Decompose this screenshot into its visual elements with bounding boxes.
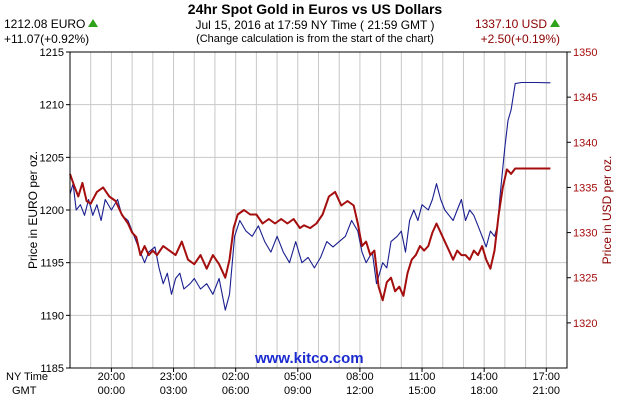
x-tick-label-gmt: 21:00 — [533, 385, 561, 397]
kitco-watermark[interactable]: www.kitco.com — [255, 350, 364, 367]
y-tick-label-usd: 1340 — [573, 137, 597, 149]
ny-time-label: NY Time — [6, 371, 48, 383]
y-tick-label-euro: 1200 — [40, 205, 64, 217]
euro-price-value: 1212.08 EURO — [4, 17, 86, 31]
x-tick-label-gmt: 00:00 — [98, 385, 126, 397]
tick-labels: 1185 1190 1195 1200 1205 1210 1215 1320 1325 1330… — [40, 47, 598, 397]
x-tick-label-gmt: 18:00 — [470, 385, 498, 397]
y-tick-label-usd: 1325 — [573, 273, 597, 285]
y-tick-label-usd: 1345 — [573, 92, 597, 104]
chart-timestamp: Jul 15, 2016 at 17:59 NY Time ( 21:59 GM… — [195, 18, 435, 32]
x-tick-label-ny: 17:00 — [533, 371, 561, 383]
x-tick-label-ny: 05:00 — [284, 371, 312, 383]
x-tick-label-ny: 20:00 — [98, 371, 126, 383]
up-arrow-icon — [88, 19, 99, 27]
x-tick-label-ny: 14:00 — [470, 371, 498, 383]
usd-change: +2.50(+0.19%) — [480, 32, 560, 46]
up-arrow-icon — [550, 19, 560, 27]
chart-title: 24hr Spot Gold in Euros vs US Dollars — [187, 1, 443, 17]
x-tick-label-gmt: 09:00 — [284, 385, 312, 397]
y-tick-label-usd: 1320 — [573, 318, 597, 330]
y-tick-label-euro: 1185 — [40, 363, 64, 375]
usd-price: 1337.10 USD — [475, 17, 560, 31]
y-tick-label-euro: 1210 — [40, 100, 64, 112]
series-line-usd — [69, 167, 551, 302]
y-tick-label-usd: 1330 — [573, 228, 597, 240]
y-tick-label-usd: 1350 — [573, 47, 597, 59]
euro-price: 1212.08 EURO — [4, 17, 99, 31]
x-tick-label-ny: 02:00 — [222, 371, 250, 383]
y-tick-label-euro: 1215 — [40, 47, 64, 59]
x-tick-label-ny: 08:00 — [346, 371, 374, 383]
y-tick-label-euro: 1195 — [40, 258, 64, 270]
grid — [70, 51, 567, 369]
chart-note: (Change calculation is from the start of… — [196, 33, 434, 45]
series-layer — [69, 81, 551, 311]
gmt-label: GMT — [12, 385, 37, 397]
euro-change: +11.07(+0.92%) — [4, 32, 90, 46]
series-line-euro — [69, 81, 551, 311]
x-tick-label-ny: 11:00 — [409, 371, 436, 383]
y-tick-label-usd: 1335 — [573, 182, 597, 194]
usd-price-value: 1337.10 USD — [474, 17, 547, 31]
x-tick-label-gmt: 15:00 — [408, 385, 436, 397]
x-tick-label-gmt: 12:00 — [346, 385, 374, 397]
x-tick-label-gmt: 06:00 — [222, 385, 250, 397]
x-tick-label-gmt: 03:00 — [160, 385, 188, 397]
y-tick-label-euro: 1190 — [40, 310, 64, 322]
y-tick-label-euro: 1205 — [40, 152, 64, 164]
x-tick-label-ny: 23:00 — [160, 371, 188, 383]
